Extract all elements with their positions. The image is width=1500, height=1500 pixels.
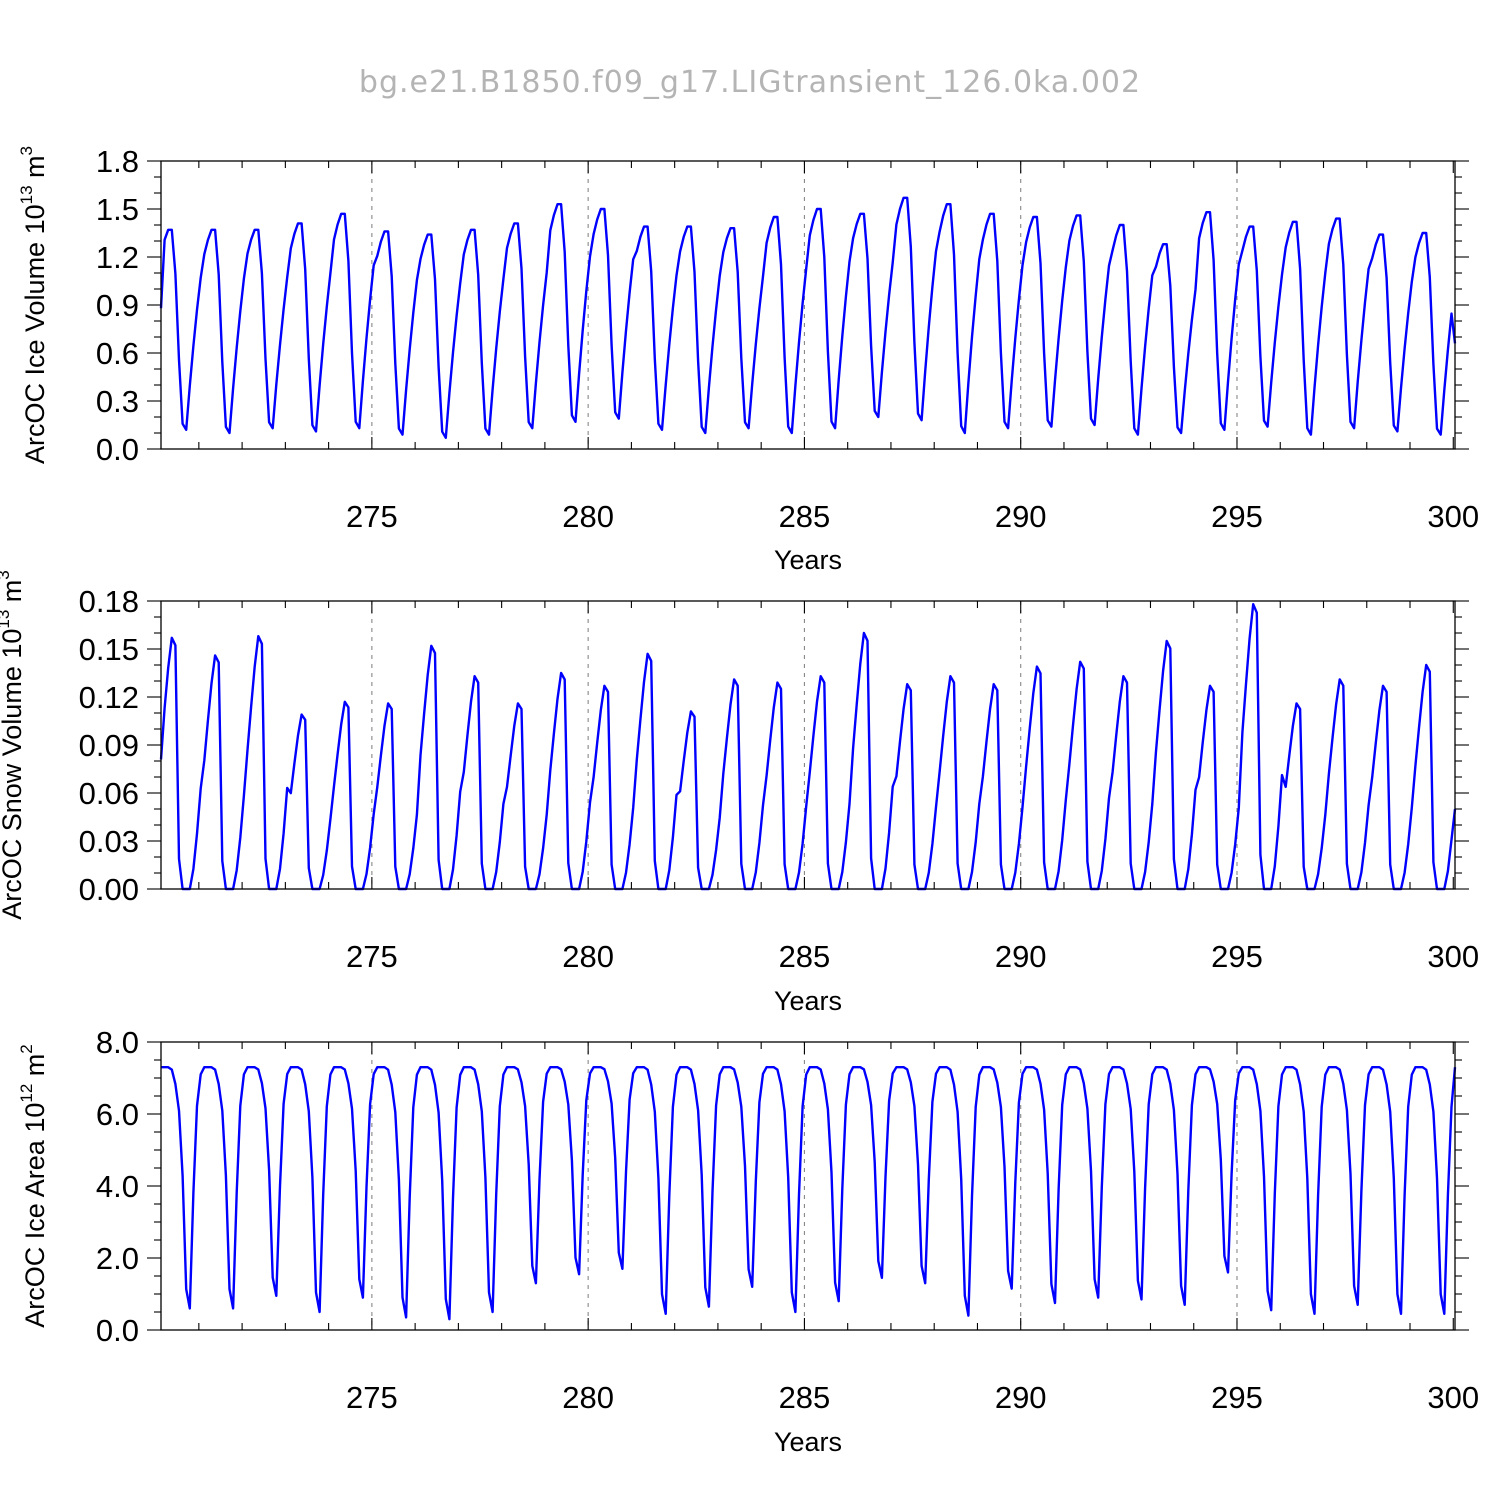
y-tick-label: 0.00 (79, 872, 139, 907)
y-tick-label: 0.9 (96, 288, 139, 323)
x-tick-label: 275 (346, 499, 398, 534)
y-axis-label: ArcOC Ice Area 1012 m2 (17, 1044, 50, 1328)
x-tick-label: 285 (779, 1380, 831, 1415)
plot-frame (160, 600, 1456, 890)
y-tick-label: 0.03 (79, 824, 139, 859)
plot-frame (160, 160, 1456, 450)
y-axis-label: ArcOC Snow Volume 1013 m3 (0, 570, 27, 920)
panel-snow-volume: 0.00 0.03 0.06 0.09 0.12 0.15 0.18 275 280 285 290… (0, 570, 1479, 1016)
plot-frame (160, 1041, 1456, 1331)
y-tick-label: 0.3 (96, 384, 139, 419)
x-tick-label: 275 (346, 1380, 398, 1415)
x-tick-label: 295 (1211, 1380, 1263, 1415)
x-tick-label: 280 (562, 939, 614, 974)
y-tick-label: 0.6 (96, 336, 139, 371)
series-ice-area (161, 1065, 1457, 1321)
x-tick-label: 300 (1427, 499, 1479, 534)
x-tick-label: 290 (995, 1380, 1047, 1415)
y-tick-label: 0.06 (79, 776, 139, 811)
y-axis-label: ArcOC Ice Volume 1013 m3 (17, 146, 50, 464)
y-tick-label: 6.0 (96, 1097, 139, 1132)
y-tick-label: 1.2 (96, 240, 139, 275)
x-tick-label: 285 (779, 499, 831, 534)
y-tick-label: 0.18 (79, 584, 139, 619)
x-tick-label: 295 (1211, 939, 1263, 974)
y-tick-label: 0.0 (96, 1313, 139, 1348)
x-axis-label: Years (774, 986, 842, 1016)
x-tick-label: 275 (346, 939, 398, 974)
series-snow-volume (159, 603, 1457, 891)
x-tick-label: 295 (1211, 499, 1263, 534)
x-tick-label: 300 (1427, 1380, 1479, 1415)
y-tick-label: 0.15 (79, 632, 139, 667)
x-tick-label: 290 (995, 939, 1047, 974)
y-tick-label: 4.0 (96, 1169, 139, 1204)
y-tick-label: 0.09 (79, 728, 139, 763)
x-tick-label: 280 (562, 1380, 614, 1415)
y-tick-label: 1.8 (96, 144, 139, 179)
x-axis-label: Years (774, 1427, 842, 1457)
y-tick-label: 0.12 (79, 680, 139, 715)
chart-title: bg.e21.B1850.f09_g17.LIGtransient_126.0k… (359, 65, 1141, 100)
x-tick-label: 285 (779, 939, 831, 974)
x-tick-label: 280 (562, 499, 614, 534)
x-axis-label: Years (774, 545, 842, 575)
y-tick-label: 2.0 (96, 1241, 139, 1276)
x-tick-label: 300 (1427, 939, 1479, 974)
y-tick-label: 0.0 (96, 432, 139, 467)
y-tick-label: 8.0 (96, 1025, 139, 1060)
y-tick-label: 1.5 (96, 192, 139, 227)
x-tick-label: 290 (995, 499, 1047, 534)
series-ice-volume (159, 196, 1457, 439)
